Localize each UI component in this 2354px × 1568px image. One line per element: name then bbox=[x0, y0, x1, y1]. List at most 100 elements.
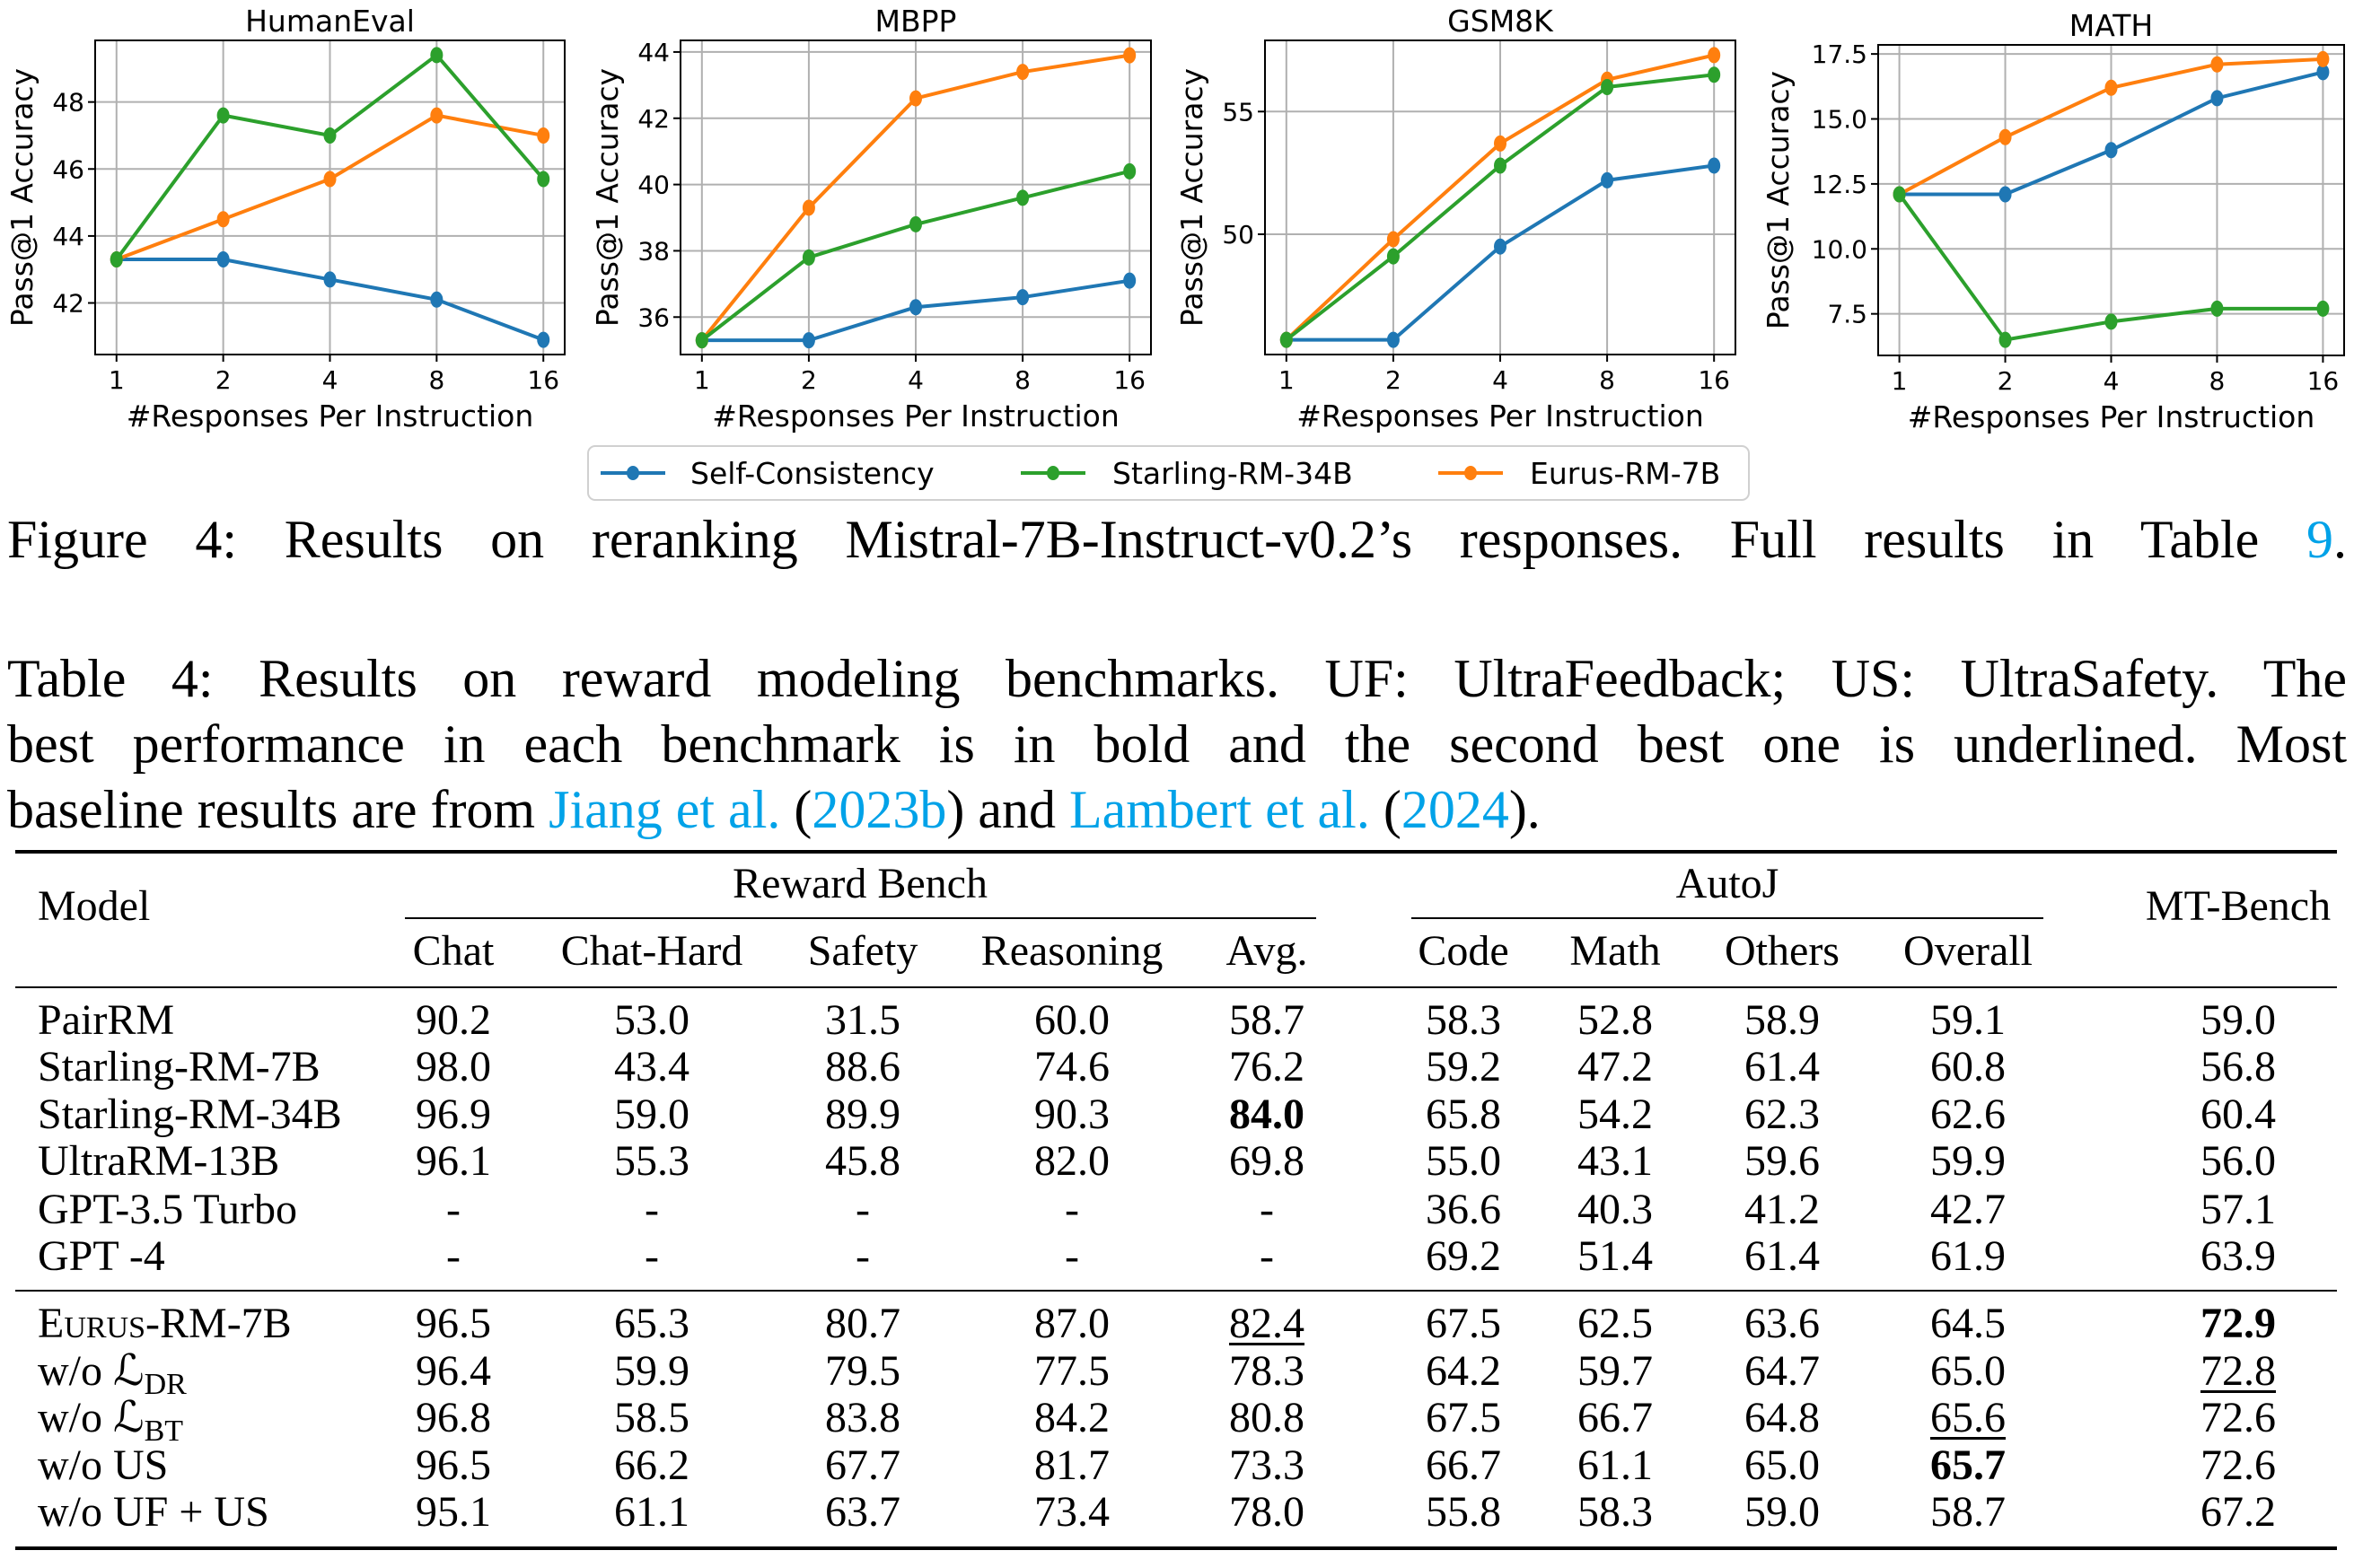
mbpp-y-tick-label: 38 bbox=[637, 236, 670, 266]
model-label: PairRM bbox=[38, 996, 175, 1044]
math-starling-rm-34b-point bbox=[2104, 313, 2118, 330]
humaneval-x-tick-label: 4 bbox=[322, 365, 338, 395]
humaneval-x-tick-label: 8 bbox=[428, 365, 444, 395]
table-cell: 82.4 bbox=[1229, 1300, 1304, 1347]
table-cell: - bbox=[1260, 1186, 1274, 1233]
table-cell: 58.5 bbox=[614, 1394, 690, 1441]
table-caption-line-3: baseline results are from Jiang et al. (… bbox=[7, 777, 2347, 843]
table-cell: 61.4 bbox=[1744, 1232, 1820, 1280]
humaneval-self-consistency-point bbox=[216, 251, 230, 268]
humaneval-y-axis-label: Pass@1 Accuracy bbox=[4, 68, 40, 327]
autoj-header: AutoJ bbox=[1675, 860, 1779, 907]
citation-jiang[interactable]: Jiang et al. bbox=[549, 780, 781, 839]
humaneval-starling-rm-34b-point bbox=[430, 47, 444, 64]
table-cell: 59.7 bbox=[1577, 1347, 1653, 1395]
table-cell: 47.2 bbox=[1577, 1043, 1653, 1091]
mbpp-self-consistency-point bbox=[1016, 289, 1030, 306]
table-cell: 84.0 bbox=[1229, 1091, 1304, 1138]
model-label-rest: -RM-7B bbox=[145, 1300, 292, 1347]
table-cell: 96.4 bbox=[416, 1347, 491, 1395]
column-header: Code bbox=[1418, 927, 1509, 975]
humaneval-y-tick-label: 44 bbox=[52, 222, 84, 251]
math-self-consistency-point bbox=[2316, 64, 2330, 81]
mbpp-self-consistency-point bbox=[909, 299, 922, 316]
table-cell: 43.1 bbox=[1577, 1137, 1653, 1185]
mbpp-self-consistency-point bbox=[802, 332, 815, 349]
autoj-cmidrule bbox=[1411, 917, 2043, 919]
gsm8k-eurus-rm-7b-point bbox=[1386, 231, 1400, 248]
table-cell: 90.3 bbox=[1034, 1091, 1110, 1138]
table-cell: 52.8 bbox=[1577, 996, 1653, 1044]
table-cell: 65.0 bbox=[1744, 1441, 1820, 1489]
citation-lambert[interactable]: Lambert et al. bbox=[1068, 780, 1370, 839]
column-header: Overall bbox=[1903, 927, 2033, 975]
table-cell: 41.2 bbox=[1744, 1186, 1820, 1233]
column-header: Avg. bbox=[1225, 927, 1308, 975]
table-cell: 58.7 bbox=[1930, 1488, 2006, 1536]
table-cell: 60.0 bbox=[1034, 996, 1110, 1044]
row-model-name: PairRM bbox=[38, 997, 174, 1044]
math-starling-rm-34b-point bbox=[2210, 300, 2224, 317]
table-cell: 95.1 bbox=[416, 1488, 491, 1536]
table-cell: - bbox=[446, 1186, 461, 1233]
mbpp-title: MBPP bbox=[875, 4, 957, 39]
mbpp-self-consistency-point bbox=[1123, 272, 1137, 289]
caption-text: ). bbox=[1508, 780, 1541, 839]
table-cell: 59.1 bbox=[1930, 996, 2006, 1044]
table-cell: 66.2 bbox=[614, 1441, 690, 1489]
model-label: Starling-RM-34B bbox=[38, 1091, 342, 1138]
table-cell: 87.0 bbox=[1034, 1300, 1110, 1347]
row-model-name: Eurus-RM-7B bbox=[38, 1301, 292, 1347]
table-cell: 80.7 bbox=[825, 1300, 900, 1347]
citation-lambert-year[interactable]: 2024 bbox=[1401, 780, 1509, 839]
humaneval-eurus-rm-7b-point bbox=[323, 171, 337, 188]
humaneval-title: HumanEval bbox=[245, 4, 415, 39]
math-self-consistency-point bbox=[1998, 186, 2012, 203]
table-cell: - bbox=[1065, 1186, 1079, 1233]
table-cell: 62.5 bbox=[1577, 1300, 1653, 1347]
table-cell: 58.7 bbox=[1229, 996, 1304, 1044]
table-cell: - bbox=[1260, 1232, 1274, 1280]
top-rule bbox=[15, 850, 2337, 854]
table-9-link[interactable]: 9 bbox=[2306, 510, 2333, 569]
math-eurus-rm-7b-point bbox=[2210, 56, 2224, 73]
table-cell: 76.2 bbox=[1229, 1043, 1304, 1091]
column-header: Chat-Hard bbox=[560, 927, 743, 975]
row-model-name: w/o US bbox=[38, 1442, 168, 1489]
loss-subscript: BT bbox=[144, 1415, 184, 1448]
gsm8k-self-consistency-point bbox=[1601, 171, 1614, 188]
table-cell: 60.8 bbox=[1930, 1043, 2006, 1091]
math-self-consistency-point bbox=[2210, 90, 2224, 107]
mbpp-eurus-rm-7b-point bbox=[802, 199, 815, 216]
humaneval-starling-rm-34b-point bbox=[323, 127, 337, 144]
table-cell: 67.2 bbox=[2200, 1488, 2276, 1536]
reward-bench-header: Reward Bench bbox=[733, 860, 988, 907]
table-cell: 59.2 bbox=[1426, 1043, 1501, 1091]
math-self-consistency-point bbox=[2104, 142, 2118, 159]
mbpp-x-tick-label: 2 bbox=[801, 365, 817, 395]
table-cell: 59.0 bbox=[614, 1091, 690, 1138]
table-cell: 65.6 bbox=[1930, 1394, 2006, 1441]
mbpp-eurus-rm-7b-point bbox=[1123, 47, 1137, 64]
table-cell: 81.7 bbox=[1034, 1441, 1110, 1489]
gsm8k-starling-rm-34b-point bbox=[1494, 157, 1506, 174]
table-cell: 63.6 bbox=[1744, 1300, 1820, 1347]
table-cell: 59.9 bbox=[614, 1347, 690, 1395]
table-cell: 59.0 bbox=[1744, 1488, 1820, 1536]
figure-caption-text: Figure 4: Results on reranking Mistral-7… bbox=[7, 510, 2306, 569]
table-cell: 62.6 bbox=[1930, 1091, 2006, 1138]
table-cell: 83.8 bbox=[825, 1394, 900, 1441]
gsm8k-x-tick-label: 8 bbox=[1599, 365, 1615, 395]
humaneval-x-tick-label: 1 bbox=[109, 365, 125, 395]
humaneval-y-tick-label: 48 bbox=[52, 88, 84, 118]
table-cell: 55.3 bbox=[614, 1137, 690, 1185]
table-cell: 72.9 bbox=[2200, 1300, 2276, 1347]
citation-jiang-year[interactable]: 2023b bbox=[812, 780, 947, 839]
mbpp-y-tick-label: 36 bbox=[637, 302, 670, 332]
caption-text: ( bbox=[1369, 780, 1401, 839]
mbpp-starling-rm-34b-point bbox=[802, 249, 815, 266]
legend-marker-icon bbox=[627, 466, 639, 480]
model-label: w/o UF + US bbox=[38, 1488, 269, 1536]
table-cell: 59.0 bbox=[2200, 996, 2276, 1044]
